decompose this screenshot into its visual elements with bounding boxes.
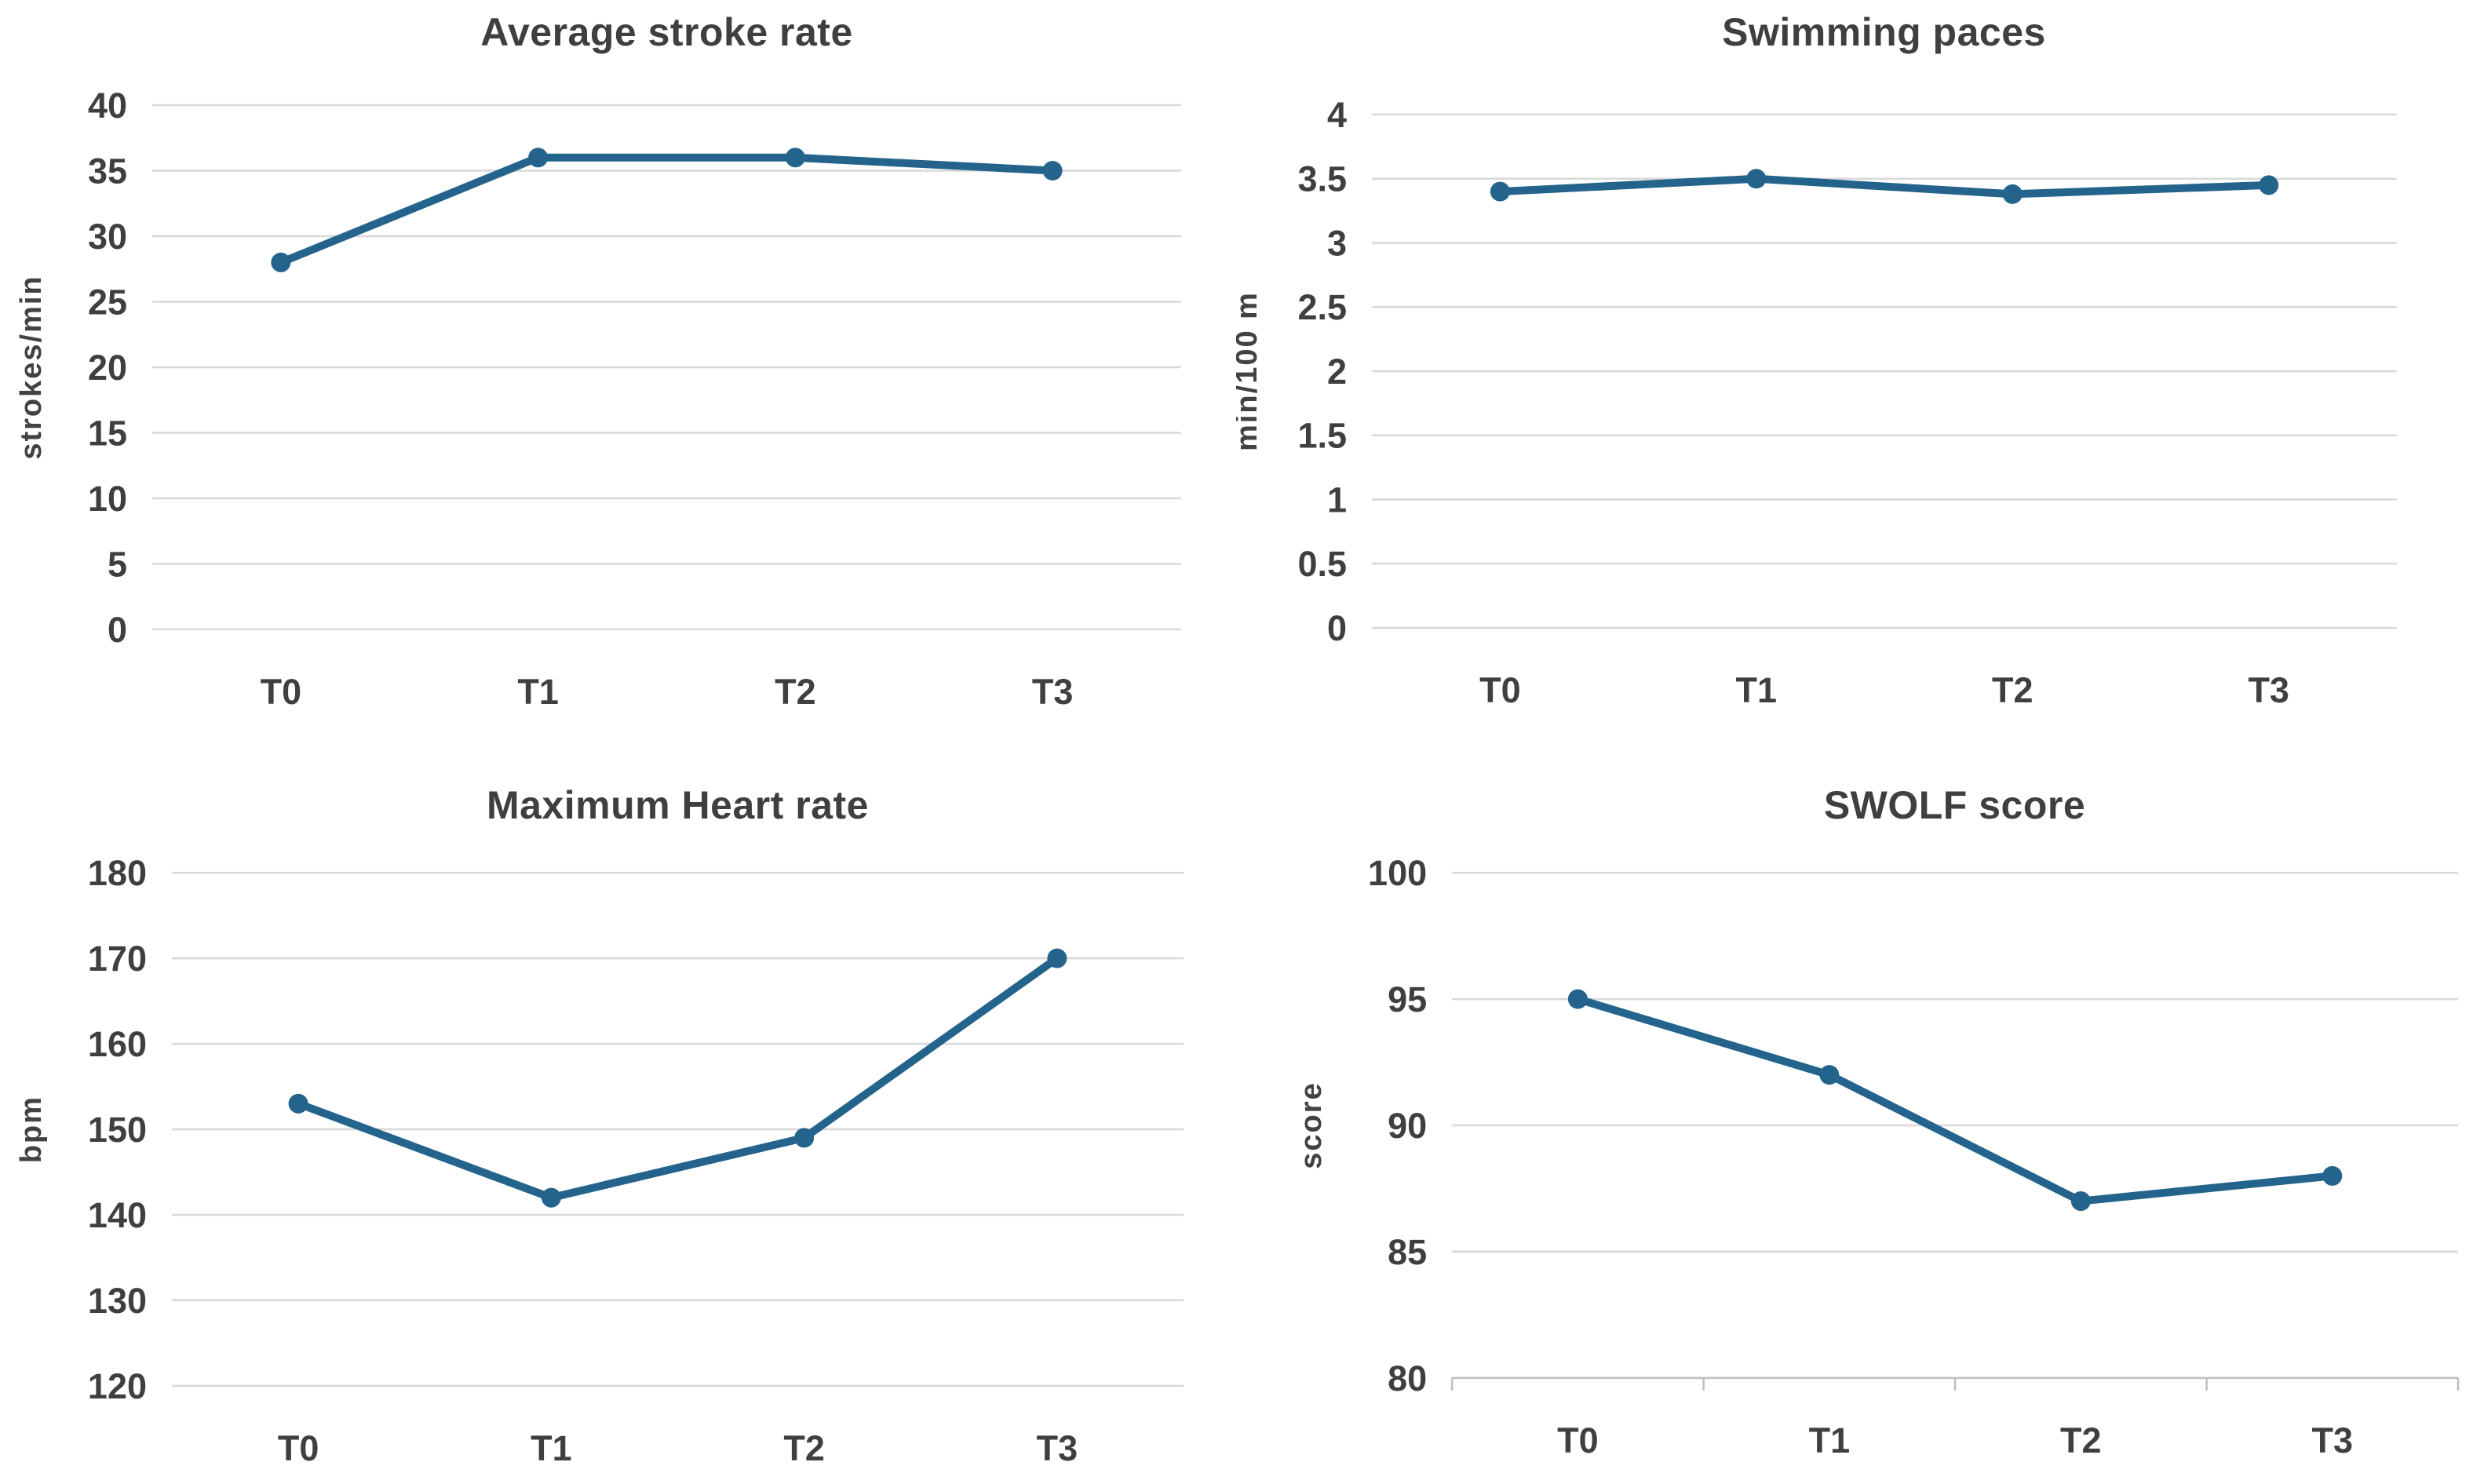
- y-tick-label: 0: [1327, 608, 1347, 648]
- data-point-marker: [785, 148, 805, 168]
- y-tick-label: 3.5: [1298, 159, 1348, 199]
- data-point-marker: [794, 1128, 815, 1148]
- y-tick-label: 35: [88, 151, 127, 191]
- data-point-marker: [2322, 1165, 2343, 1186]
- y-tick-label: 150: [88, 1110, 147, 1150]
- data-point-marker: [2070, 1191, 2091, 1212]
- y-tick-label: 130: [88, 1281, 147, 1321]
- chart-title: Swimming paces: [1722, 10, 2046, 54]
- x-tick-label: T3: [1037, 1428, 1078, 1468]
- data-point-marker: [288, 1093, 308, 1114]
- y-axis-title: strokes/min: [15, 275, 48, 459]
- y-axis-title: score: [1295, 1081, 1328, 1169]
- x-tick-label: T0: [1557, 1420, 1599, 1460]
- chart-canvas: 0 5 10 15 20 25 30 35 40 T0 T1 T2 T3 strokes/min: [15, 86, 1181, 712]
- series-line: [1574, 995, 2336, 1205]
- y-tick-label: 2: [1327, 352, 1347, 392]
- y-tick-label: 20: [88, 348, 127, 388]
- x-tick-label: T0: [278, 1428, 319, 1468]
- y-tick-label: 100: [1368, 853, 1427, 893]
- data-point-marker: [1567, 989, 1588, 1009]
- chart-canvas: 80 85 90 95 100 T0 T1 T2 T3 score: [1295, 853, 2460, 1460]
- chart-title: Maximum Heart rate: [487, 783, 869, 827]
- x-tick-label: T1: [1809, 1420, 1851, 1460]
- chart-canvas: 0 0.5 1 1.5 2 2.5 3 3.5 4 T0 T1 T2 T3 min/100 m: [1236, 95, 2397, 710]
- y-tick-label: 10: [88, 479, 127, 519]
- x-tick-label: T3: [2248, 670, 2289, 710]
- x-tick-label: T2: [1992, 670, 2033, 710]
- data-point-marker: [2259, 175, 2279, 195]
- data-point-marker: [1819, 1065, 1840, 1085]
- data-point-marker: [1490, 181, 1510, 202]
- data-point-marker: [1042, 161, 1063, 180]
- y-tick-label: 3: [1327, 224, 1347, 264]
- x-tick-label: T0: [261, 672, 302, 712]
- y-tick-label: 140: [88, 1195, 147, 1235]
- x-tick-label: T2: [775, 672, 816, 712]
- y-tick-label: 85: [1388, 1232, 1427, 1272]
- data-point-marker: [2002, 184, 2023, 204]
- data-point-marker: [1746, 169, 1767, 189]
- chart-maximum-heart-rate: Maximum Heart rate 120 130 140 150 160 170 180…: [0, 742, 1236, 1484]
- series-line: [294, 954, 1061, 1202]
- y-tick-label: 80: [1388, 1358, 1427, 1398]
- y-tick-label: 1: [1327, 480, 1347, 520]
- y-tick-label: 4: [1327, 95, 1347, 135]
- data-point-marker: [271, 252, 291, 272]
- series-line: [1496, 174, 2273, 199]
- y-tick-label: 5: [108, 545, 127, 585]
- x-tick-label: T2: [783, 1428, 825, 1468]
- y-tick-label: 170: [88, 939, 147, 979]
- y-tick-label: 180: [88, 853, 147, 893]
- x-tick-label: T0: [1479, 670, 1521, 710]
- y-axis-title: bpm: [15, 1096, 48, 1163]
- y-tick-label: 0.5: [1298, 544, 1348, 584]
- y-tick-label: 120: [88, 1366, 147, 1406]
- data-point-marker: [528, 148, 549, 168]
- y-tick-label: 40: [88, 86, 127, 126]
- y-tick-label: 25: [88, 283, 127, 323]
- y-tick-label: 30: [88, 217, 127, 257]
- chart-average-stroke-rate: Average stroke rate 0 5 10 15 20 25 30 35 40 T0 T1…: [0, 0, 1236, 742]
- y-axis-title: min/100 m: [1236, 291, 1264, 451]
- y-tick-label: 160: [88, 1024, 147, 1064]
- y-tick-label: 95: [1388, 979, 1427, 1019]
- series-line: [276, 153, 1057, 267]
- y-tick-label: 2.5: [1298, 287, 1348, 327]
- x-tick-label: T3: [1032, 672, 1074, 712]
- chart-canvas: 120 130 140 150 160 170 180 T0 T1 T2 T3 bpm: [15, 853, 1184, 1468]
- x-tick-label: T1: [1736, 670, 1778, 710]
- x-tick-label: T2: [2060, 1420, 2102, 1460]
- chart-title: SWOLF score: [1823, 783, 2086, 827]
- y-tick-label: 90: [1388, 1106, 1427, 1146]
- y-tick-label: 15: [88, 414, 127, 454]
- x-tick-label: T1: [517, 672, 559, 712]
- data-point-marker: [1047, 948, 1067, 968]
- chart-swolf-score: SWOLF score 80 85 90 95 100 T0 T1 T2 T3 score: [1236, 742, 2473, 1484]
- chart-title: Average stroke rate: [480, 10, 853, 54]
- x-tick-label: T1: [531, 1428, 572, 1468]
- y-tick-label: 0: [108, 610, 127, 650]
- data-point-marker: [541, 1187, 561, 1208]
- y-tick-label: 1.5: [1298, 416, 1348, 456]
- x-tick-label: T3: [2311, 1420, 2353, 1460]
- chart-swimming-paces: Swimming paces 0 0.5 1 1.5 2 2.5 3 3.5 4 T0 T1 T2 T3…: [1236, 0, 2473, 742]
